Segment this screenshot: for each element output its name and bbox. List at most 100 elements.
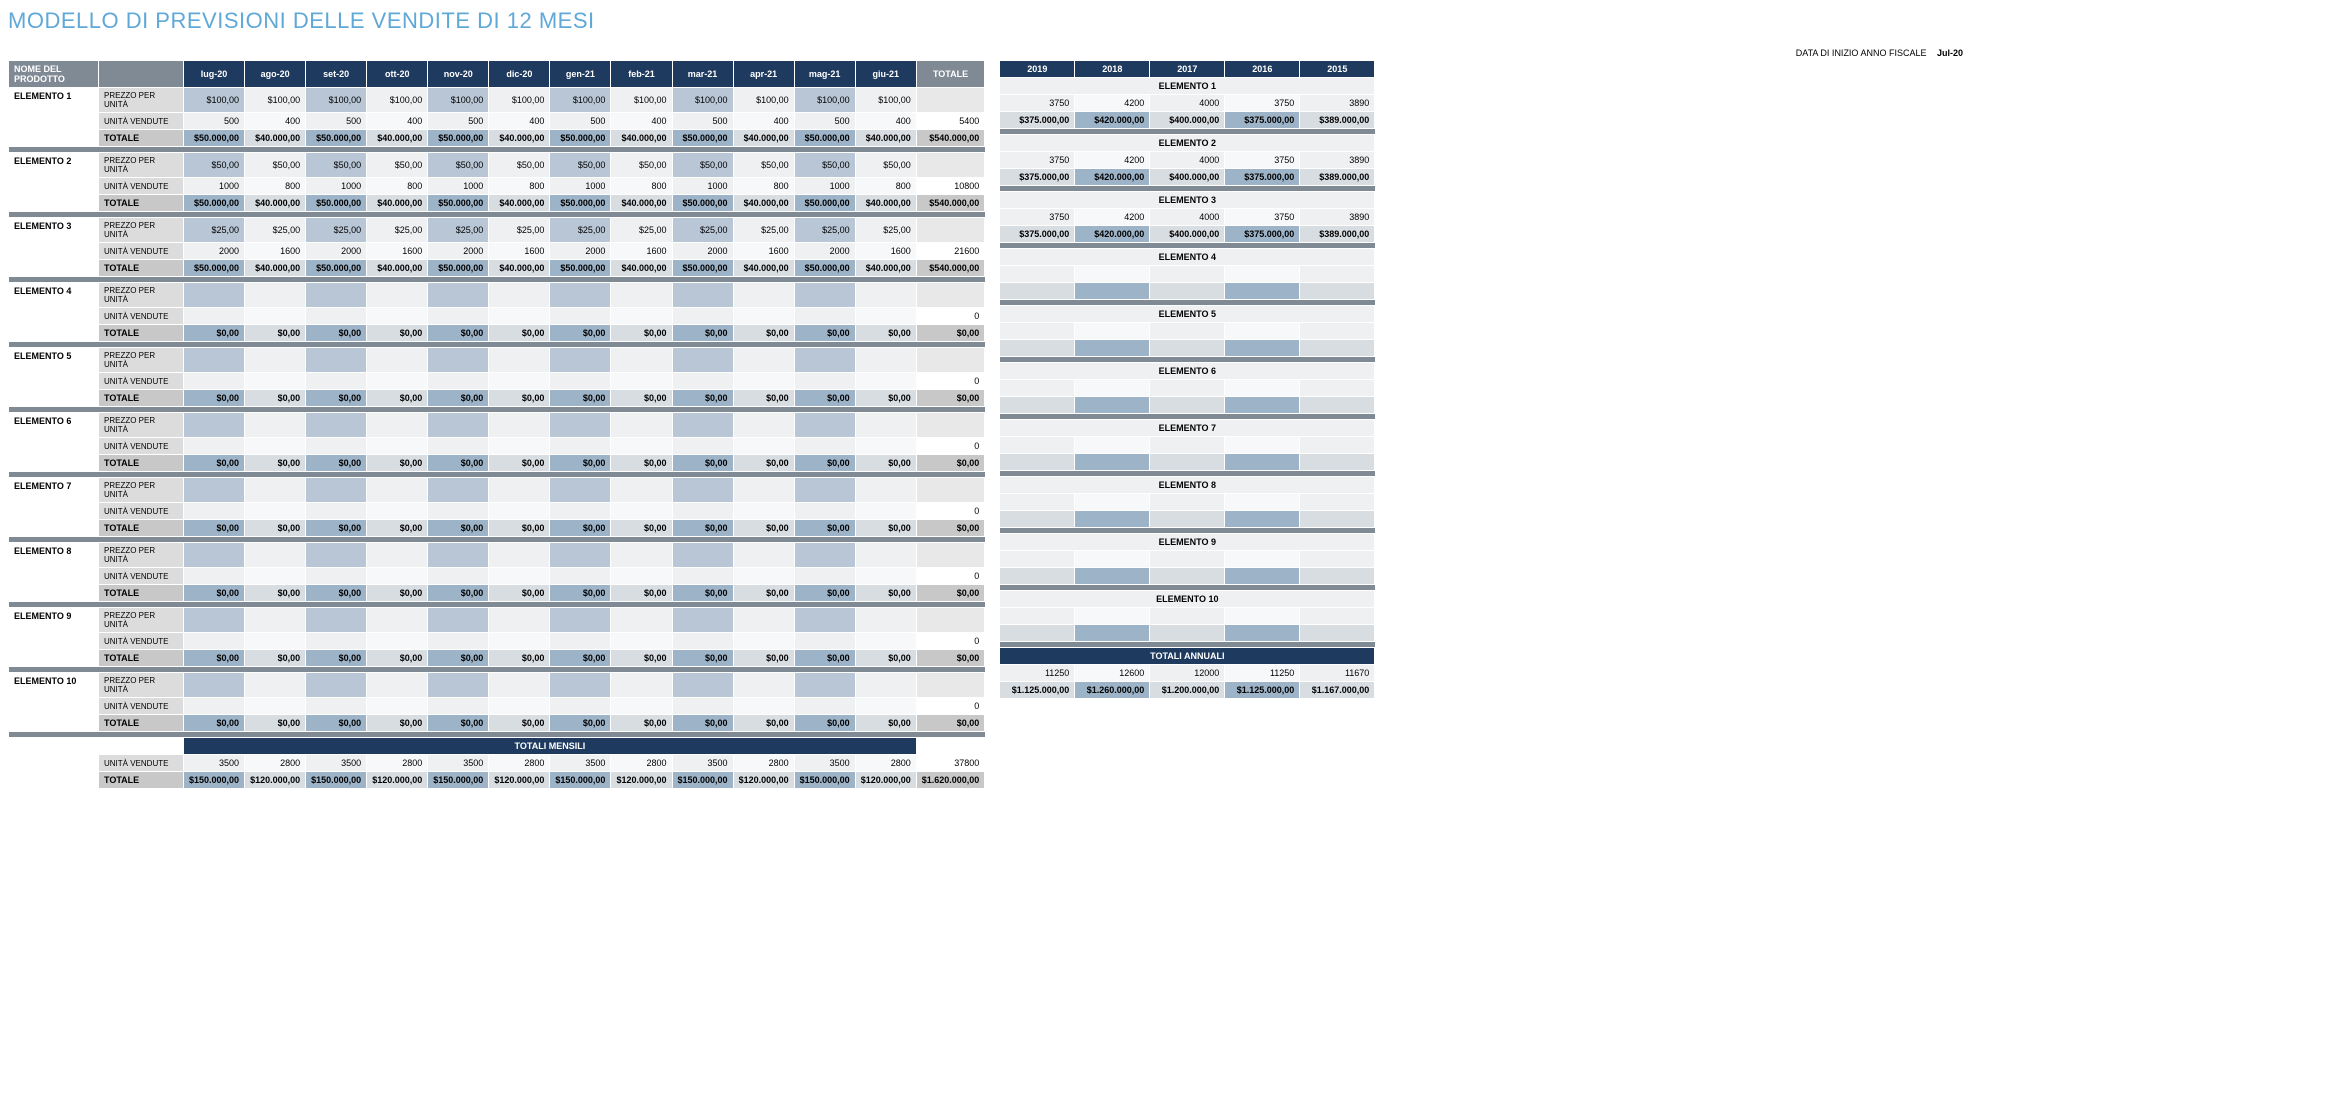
cell-price[interactable] — [611, 283, 672, 308]
cell-price[interactable] — [245, 608, 306, 633]
cell-price[interactable] — [733, 283, 794, 308]
cell-price[interactable] — [855, 543, 916, 568]
cell-price[interactable]: $50,00 — [733, 153, 794, 178]
cell-price[interactable] — [184, 413, 245, 438]
cell-units[interactable]: 1600 — [611, 243, 672, 260]
cell-price[interactable] — [184, 673, 245, 698]
cell-price[interactable]: $50,00 — [611, 153, 672, 178]
cell-units[interactable] — [733, 373, 794, 390]
year-units[interactable] — [1075, 380, 1150, 397]
cell-price[interactable] — [245, 283, 306, 308]
cell-units[interactable] — [184, 633, 245, 650]
year-units[interactable] — [1075, 323, 1150, 340]
cell-units[interactable]: 2000 — [550, 243, 611, 260]
cell-price[interactable] — [367, 348, 428, 373]
cell-units[interactable] — [794, 373, 855, 390]
cell-price[interactable] — [672, 543, 733, 568]
year-units[interactable] — [1225, 266, 1300, 283]
cell-price[interactable]: $25,00 — [245, 218, 306, 243]
cell-price[interactable] — [855, 673, 916, 698]
cell-units[interactable] — [611, 633, 672, 650]
cell-units[interactable] — [367, 503, 428, 520]
cell-price[interactable]: $25,00 — [367, 218, 428, 243]
cell-price[interactable] — [428, 413, 489, 438]
cell-price[interactable]: $50,00 — [550, 153, 611, 178]
cell-units[interactable] — [733, 568, 794, 585]
cell-units[interactable] — [855, 373, 916, 390]
year-units[interactable] — [1075, 494, 1150, 511]
year-units[interactable] — [1225, 608, 1300, 625]
cell-price[interactable] — [733, 608, 794, 633]
cell-units[interactable]: 1000 — [184, 178, 245, 195]
cell-units[interactable]: 1000 — [672, 178, 733, 195]
cell-units[interactable] — [489, 698, 550, 715]
cell-units[interactable] — [428, 438, 489, 455]
cell-units[interactable]: 400 — [245, 113, 306, 130]
cell-price[interactable] — [794, 543, 855, 568]
cell-units[interactable]: 2000 — [306, 243, 367, 260]
year-units[interactable] — [1000, 437, 1075, 454]
cell-price[interactable] — [489, 413, 550, 438]
cell-price[interactable] — [794, 348, 855, 373]
cell-units[interactable] — [855, 438, 916, 455]
cell-units[interactable] — [306, 698, 367, 715]
cell-units[interactable] — [306, 633, 367, 650]
cell-units[interactable]: 800 — [611, 178, 672, 195]
cell-price[interactable]: $25,00 — [855, 218, 916, 243]
cell-price[interactable] — [550, 348, 611, 373]
cell-price[interactable] — [489, 283, 550, 308]
year-units[interactable] — [1150, 266, 1225, 283]
cell-units[interactable] — [489, 308, 550, 325]
cell-units[interactable] — [855, 633, 916, 650]
cell-units[interactable] — [611, 568, 672, 585]
cell-price[interactable]: $100,00 — [428, 88, 489, 113]
cell-price[interactable] — [184, 608, 245, 633]
cell-price[interactable] — [489, 478, 550, 503]
cell-price[interactable] — [367, 608, 428, 633]
cell-price[interactable] — [367, 283, 428, 308]
year-units[interactable] — [1075, 266, 1150, 283]
cell-units[interactable] — [733, 308, 794, 325]
cell-units[interactable] — [611, 308, 672, 325]
cell-price[interactable] — [550, 283, 611, 308]
cell-price[interactable]: $25,00 — [672, 218, 733, 243]
cell-price[interactable] — [855, 348, 916, 373]
year-units[interactable]: 3890 — [1300, 152, 1375, 169]
cell-units[interactable] — [184, 568, 245, 585]
year-units[interactable] — [1300, 551, 1375, 568]
cell-price[interactable] — [794, 673, 855, 698]
cell-price[interactable] — [611, 608, 672, 633]
cell-units[interactable] — [550, 373, 611, 390]
year-units[interactable]: 3890 — [1300, 209, 1375, 226]
cell-price[interactable]: $25,00 — [550, 218, 611, 243]
cell-price[interactable] — [733, 348, 794, 373]
cell-units[interactable]: 400 — [611, 113, 672, 130]
cell-units[interactable]: 500 — [306, 113, 367, 130]
cell-units[interactable] — [550, 633, 611, 650]
cell-price[interactable] — [855, 478, 916, 503]
cell-units[interactable] — [428, 308, 489, 325]
cell-units[interactable] — [672, 698, 733, 715]
cell-units[interactable] — [367, 438, 428, 455]
cell-price[interactable]: $100,00 — [184, 88, 245, 113]
cell-price[interactable] — [672, 478, 733, 503]
year-units[interactable] — [1075, 551, 1150, 568]
cell-units[interactable] — [550, 503, 611, 520]
cell-price[interactable] — [428, 283, 489, 308]
cell-price[interactable] — [489, 543, 550, 568]
cell-units[interactable] — [794, 698, 855, 715]
cell-price[interactable] — [611, 478, 672, 503]
cell-price[interactable]: $50,00 — [184, 153, 245, 178]
cell-price[interactable] — [733, 413, 794, 438]
cell-units[interactable]: 400 — [855, 113, 916, 130]
cell-units[interactable] — [672, 503, 733, 520]
cell-units[interactable] — [367, 568, 428, 585]
cell-price[interactable] — [794, 608, 855, 633]
cell-price[interactable]: $25,00 — [428, 218, 489, 243]
cell-price[interactable] — [367, 478, 428, 503]
cell-price[interactable] — [184, 348, 245, 373]
cell-units[interactable] — [611, 503, 672, 520]
cell-price[interactable] — [428, 478, 489, 503]
year-units[interactable] — [1075, 608, 1150, 625]
year-units[interactable] — [1150, 323, 1225, 340]
